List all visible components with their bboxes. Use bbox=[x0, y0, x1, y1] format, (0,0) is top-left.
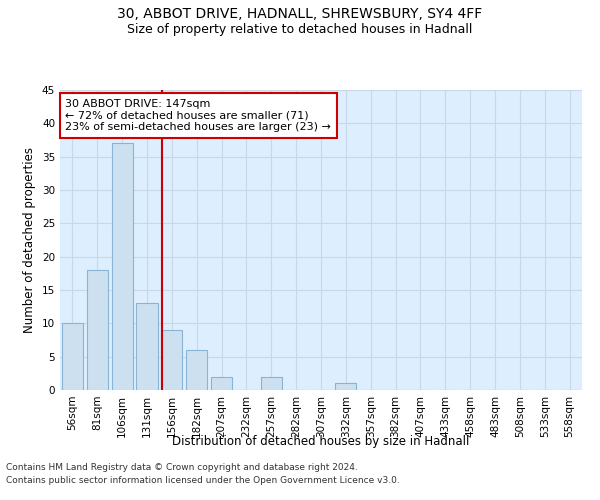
Bar bbox=[112, 144, 133, 390]
Bar bbox=[136, 304, 158, 390]
Text: 30, ABBOT DRIVE, HADNALL, SHREWSBURY, SY4 4FF: 30, ABBOT DRIVE, HADNALL, SHREWSBURY, SY… bbox=[118, 8, 482, 22]
Bar bbox=[335, 384, 356, 390]
Text: Size of property relative to detached houses in Hadnall: Size of property relative to detached ho… bbox=[127, 22, 473, 36]
Text: Contains public sector information licensed under the Open Government Licence v3: Contains public sector information licen… bbox=[6, 476, 400, 485]
Bar bbox=[186, 350, 207, 390]
Bar bbox=[87, 270, 108, 390]
Y-axis label: Number of detached properties: Number of detached properties bbox=[23, 147, 37, 333]
Text: Distribution of detached houses by size in Hadnall: Distribution of detached houses by size … bbox=[172, 435, 470, 448]
Text: 30 ABBOT DRIVE: 147sqm
← 72% of detached houses are smaller (71)
23% of semi-det: 30 ABBOT DRIVE: 147sqm ← 72% of detached… bbox=[65, 99, 331, 132]
Bar bbox=[261, 376, 282, 390]
Text: Contains HM Land Registry data © Crown copyright and database right 2024.: Contains HM Land Registry data © Crown c… bbox=[6, 464, 358, 472]
Bar bbox=[62, 324, 83, 390]
Bar bbox=[211, 376, 232, 390]
Bar bbox=[161, 330, 182, 390]
